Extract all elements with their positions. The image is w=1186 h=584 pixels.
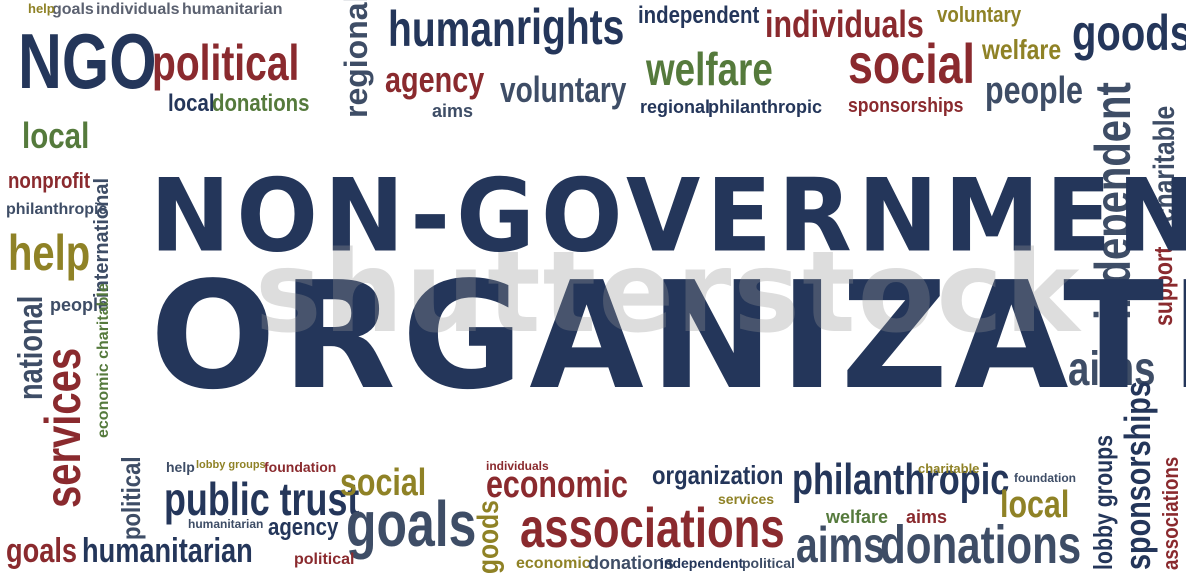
word-regional: regional <box>640 97 711 117</box>
title-line-2: ORGANIZATION <box>150 250 1186 422</box>
word-public-trust: public trust <box>164 473 360 525</box>
word-economic-small: economic <box>516 555 591 572</box>
word-charitable-bottom: charitable <box>918 461 980 476</box>
word-goals-bottom: goals <box>346 488 477 560</box>
word-help-bottom: help <box>166 459 195 475</box>
word-foundation-small: foundation <box>1014 471 1076 485</box>
word-humanitarian: humanitarian <box>182 1 283 18</box>
word-economic: economic <box>486 464 628 506</box>
word-aims-right: aims <box>1068 343 1156 396</box>
word-organization: organization <box>652 460 784 490</box>
title-line-1: NON-GOVERNMENTAL <box>150 157 1186 275</box>
word-nonprofit: nonprofit <box>8 168 91 193</box>
word-human: human <box>388 1 516 57</box>
word-lobby-groups-bottom: lobby groups <box>196 459 266 471</box>
word-goals: goals <box>52 1 94 18</box>
word-help-left: help <box>8 225 91 281</box>
word-goods: goods <box>1072 5 1186 61</box>
word-philanthropic: philanthropic <box>708 97 822 117</box>
word-philanthropic-left: philanthropic <box>6 201 108 218</box>
word-donations: donations <box>212 90 310 117</box>
word-economic-left: economic charitable <box>95 283 112 438</box>
word-help: help <box>28 1 55 16</box>
word-national: national <box>12 295 50 400</box>
word-people: people <box>985 70 1083 112</box>
word-independent: independent <box>638 2 760 29</box>
word-humanitarian-bottom: humanitarian <box>82 532 253 570</box>
word-welfare-right: welfare <box>982 34 1062 65</box>
word-political: political <box>152 35 300 91</box>
word-foundation-bottom: foundation <box>264 459 337 475</box>
word-goods-bottom: goods <box>472 500 505 574</box>
word-local: local <box>168 90 215 117</box>
word-associations: associations <box>520 496 785 559</box>
word-political-bottom: political <box>294 551 355 568</box>
word-individuals-small: individuals <box>486 459 549 473</box>
word-agency-bottom: agency <box>268 514 339 541</box>
word-services-bottom: services <box>718 491 775 507</box>
word-voluntary: voluntary <box>937 2 1022 27</box>
word-lobby-groups-right: lobby groups <box>1088 434 1118 570</box>
word-welfare: welfare <box>646 43 773 95</box>
word-donations-bottom: donations <box>880 515 1082 575</box>
word-political-small: political <box>742 555 795 571</box>
word-local-left: local <box>22 115 90 156</box>
word-humanitarian-small: humanitarian <box>188 517 264 531</box>
word-social: social <box>848 32 976 95</box>
word-voluntary-top: voluntary <box>500 69 627 110</box>
word-donations-small: donations <box>588 553 674 573</box>
word-regional-vertical: regional <box>338 0 374 118</box>
word-goals-bl: goals <box>6 532 78 570</box>
word-ngo: NGO <box>18 17 157 105</box>
word-social-bottom: social <box>340 462 427 504</box>
word-welfare-bottom: welfare <box>826 507 889 527</box>
word-individuals-large: individuals <box>765 4 924 46</box>
word-aims: aims <box>432 101 474 121</box>
word-aims-bottom: aims <box>796 517 885 573</box>
word-individuals: individuals <box>96 1 180 18</box>
word-local-bottom: local <box>1000 484 1070 526</box>
word-agency: agency <box>385 59 485 100</box>
word-independent-small: independent <box>660 555 744 571</box>
word-rights: rights <box>516 0 625 55</box>
word-associations-right: associations <box>1158 456 1183 570</box>
word-philanthropic-bottom: philanthropic <box>792 455 1010 504</box>
word-people-left: people <box>50 295 109 315</box>
shutterstock-watermark: shutterstock <box>255 228 1082 358</box>
word-international: international <box>91 177 113 298</box>
word-aims-small: aims <box>906 507 948 527</box>
word-sponsorships: sponsorships <box>848 95 964 117</box>
word-political-left: political <box>116 456 146 540</box>
